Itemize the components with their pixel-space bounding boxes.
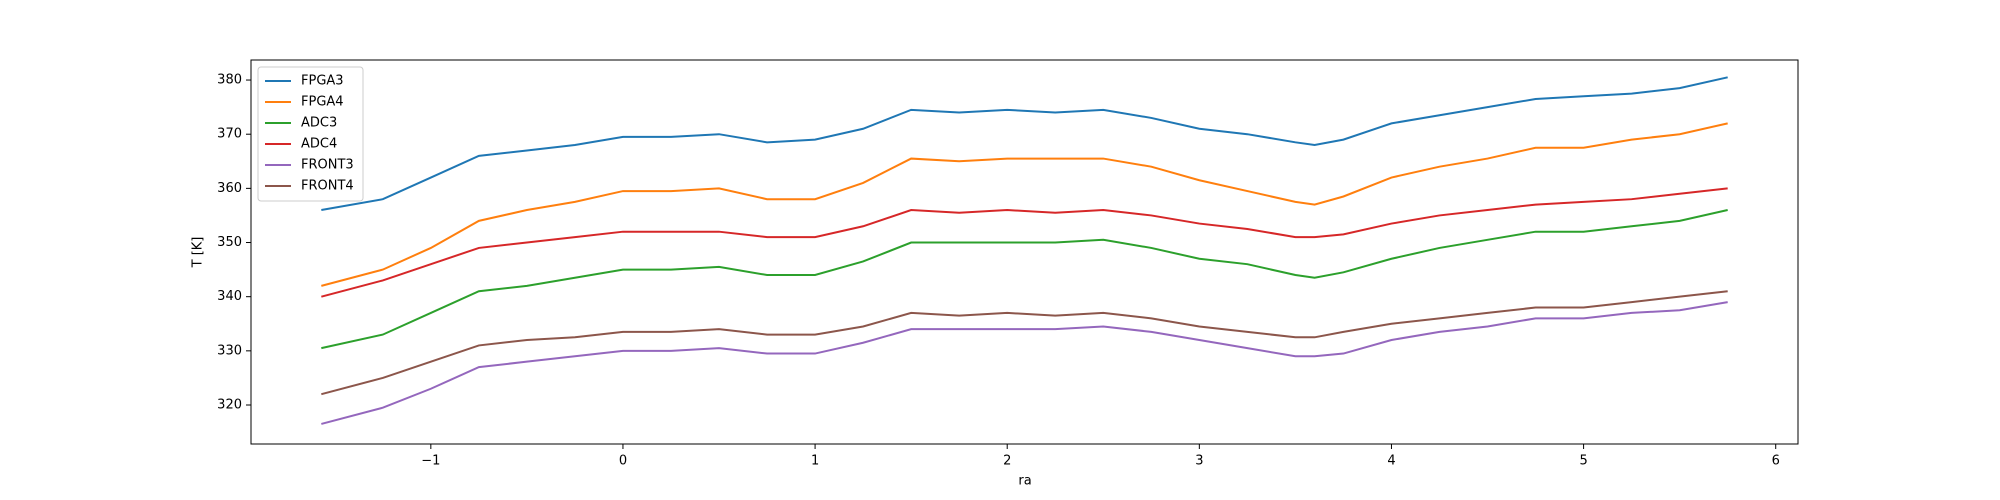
- y-tick-label: 320: [217, 398, 242, 413]
- y-axis-label: T [K]: [191, 237, 206, 269]
- y-tick-label: 380: [217, 73, 242, 88]
- series-line: [321, 301, 1728, 425]
- y-tick-label: 360: [217, 181, 242, 196]
- legend-label: ADC3: [301, 116, 337, 131]
- y-tick-label: 370: [217, 127, 242, 142]
- legend-label: ADC4: [301, 137, 337, 152]
- y-tick-label: 330: [217, 343, 242, 358]
- x-tick-label: 1: [811, 454, 819, 469]
- legend-label: FPGA3: [301, 74, 344, 89]
- series-line: [321, 122, 1728, 287]
- series-line: [321, 187, 1728, 298]
- x-tick-label: 4: [1387, 454, 1395, 469]
- x-tick-label: 3: [1195, 454, 1203, 469]
- x-tick-label: 0: [619, 454, 627, 469]
- y-tick-label: 350: [217, 235, 242, 250]
- x-tick-label: 5: [1579, 454, 1587, 469]
- plot-frame: [250, 59, 1799, 445]
- legend-box: [257, 66, 364, 202]
- series-line: [321, 290, 1728, 396]
- series-line: [321, 76, 1728, 212]
- x-tick-label: 6: [1772, 454, 1780, 469]
- legend-label: FRONT3: [301, 158, 354, 173]
- x-tick-label: 2: [1003, 454, 1011, 469]
- series-line: [321, 209, 1728, 350]
- x-axis-label: ra: [1018, 474, 1031, 489]
- x-tick-label: −1: [421, 454, 440, 469]
- legend-label: FPGA4: [301, 95, 344, 110]
- legend-label: FRONT4: [301, 179, 354, 194]
- y-tick-label: 340: [217, 289, 242, 304]
